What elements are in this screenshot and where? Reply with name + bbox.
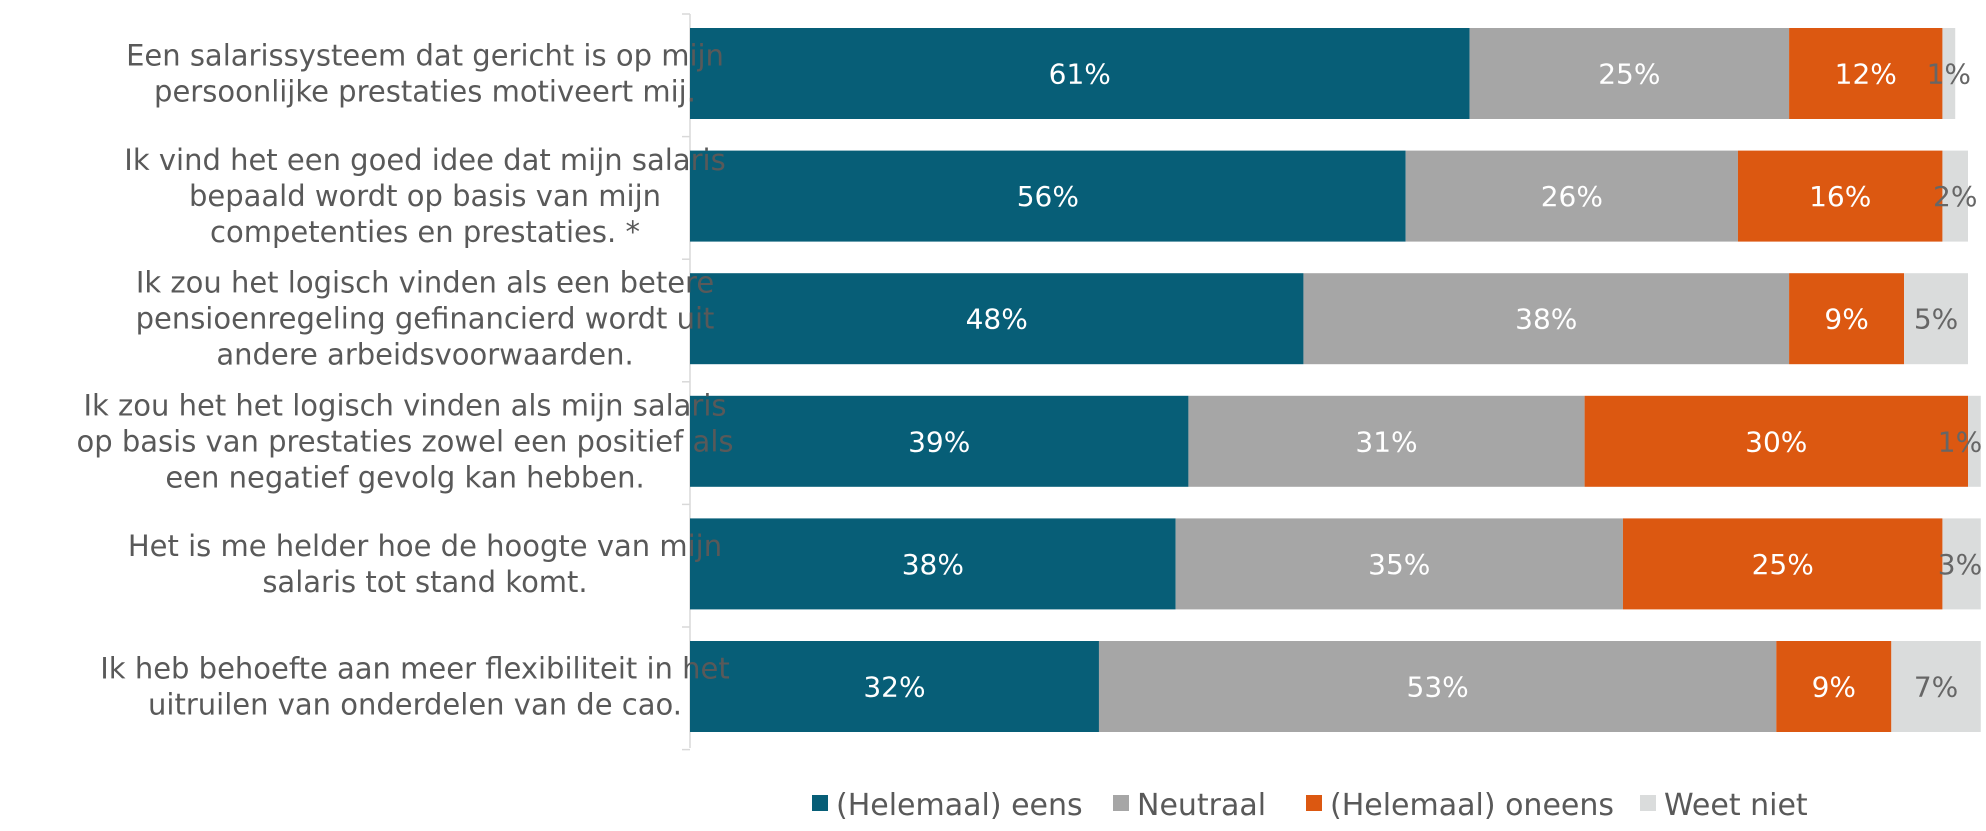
category-label-line: persoonlijke prestaties motiveert mij. bbox=[154, 75, 696, 109]
data-label: 32% bbox=[863, 671, 925, 704]
legend-label: (Helemaal) oneens bbox=[1330, 788, 1614, 823]
data-label: 53% bbox=[1407, 671, 1469, 704]
data-label: 38% bbox=[1515, 303, 1577, 336]
bar-segment bbox=[1789, 28, 1943, 119]
category-label-line: op basis van prestaties zowel een positi… bbox=[77, 424, 734, 458]
data-label: 31% bbox=[1355, 425, 1417, 458]
category-label-line: Ik vind het een goed idee dat mijn salar… bbox=[124, 143, 725, 177]
data-label: 1% bbox=[1938, 425, 1982, 458]
legend-label: Weet niet bbox=[1664, 788, 1808, 823]
category-label: Een salarissysteem dat gericht is op mij… bbox=[126, 39, 724, 109]
category-label-line: Een salarissysteem dat gericht is op mij… bbox=[126, 39, 724, 73]
bar-segment bbox=[690, 28, 1470, 119]
category-label: Ik vind het een goed idee dat mijn salar… bbox=[124, 143, 725, 249]
bar-segment bbox=[1405, 150, 1738, 242]
bar-segment bbox=[1188, 395, 1585, 487]
data-label: 39% bbox=[908, 425, 970, 458]
data-label: 61% bbox=[1049, 58, 1111, 91]
bar-segment bbox=[1098, 641, 1777, 732]
category-labels: Een salarissysteem dat gericht is op mij… bbox=[77, 39, 734, 722]
category-label: Ik zou het het logisch vinden als mijn s… bbox=[77, 388, 734, 494]
category-label: Ik heb behoefte aan meer flexibiliteit i… bbox=[100, 652, 729, 722]
data-label: 7% bbox=[1914, 671, 1958, 704]
bar-segment bbox=[1584, 395, 1968, 487]
bar-segment bbox=[1789, 273, 1905, 365]
data-label: 9% bbox=[1824, 303, 1868, 336]
data-label: 56% bbox=[1017, 180, 1079, 213]
bar-segment bbox=[1942, 518, 1981, 610]
bar-segment bbox=[1175, 518, 1623, 610]
legend-label: (Helemaal) eens bbox=[836, 788, 1083, 823]
data-label: 12% bbox=[1835, 58, 1897, 91]
category-label-line: uitruilen van onderdelen van de cao. bbox=[148, 688, 682, 722]
data-label: 16% bbox=[1809, 180, 1871, 213]
category-label: Het is me helder hoe de hoogte van mijn s… bbox=[128, 529, 722, 599]
data-label: 38% bbox=[902, 548, 964, 581]
bar-segment bbox=[1737, 150, 1943, 242]
data-label: 26% bbox=[1541, 180, 1603, 213]
bar-segment bbox=[1891, 641, 1981, 732]
legend-swatch bbox=[1113, 795, 1129, 811]
legend: (Helemaal) eens Neutraal (Helemaal) oneens… bbox=[812, 788, 1808, 823]
category-label-line: Ik heb behoefte aan meer flexibiliteit i… bbox=[100, 652, 729, 686]
category-label-line: competenties en prestaties. * bbox=[210, 215, 640, 249]
category-axis bbox=[682, 13, 691, 751]
data-label: 25% bbox=[1598, 58, 1660, 91]
data-label: 30% bbox=[1745, 425, 1807, 458]
category-label: Ik zou het logisch vinden als een betere… bbox=[136, 266, 715, 372]
data-label: 9% bbox=[1812, 671, 1856, 704]
data-label: 3% bbox=[1938, 548, 1982, 581]
legend-swatch bbox=[1306, 795, 1322, 811]
bar-segment bbox=[1942, 28, 1956, 119]
category-label-line: een negatief gevolg kan hebben. bbox=[165, 460, 644, 494]
bar-segment bbox=[1968, 395, 1981, 487]
bar-segment bbox=[690, 150, 1406, 242]
category-label-line: andere arbeidsvoorwaarden. bbox=[216, 338, 633, 372]
bar-segment bbox=[690, 518, 1176, 610]
data-label: 1% bbox=[1927, 58, 1971, 91]
bar-segment bbox=[1942, 150, 1968, 242]
bar-segment bbox=[690, 395, 1189, 487]
category-label-line: pensioenregeling gefinancierd wordt uit bbox=[136, 302, 715, 336]
bar-segment bbox=[1469, 28, 1790, 119]
legend-label: Neutraal bbox=[1137, 788, 1266, 823]
category-label-line: Ik zou het het logisch vinden als mijn s… bbox=[83, 388, 726, 422]
category-label-line: Het is me helder hoe de hoogte van mijn bbox=[128, 529, 722, 563]
bar-segment bbox=[690, 273, 1304, 365]
bar-segment bbox=[690, 641, 1099, 732]
bar-segment bbox=[1622, 518, 1943, 610]
data-label: 48% bbox=[966, 303, 1028, 336]
bar-segment bbox=[1904, 273, 1968, 365]
data-label: 2% bbox=[1933, 180, 1977, 213]
legend-swatch bbox=[812, 795, 828, 811]
data-label: 35% bbox=[1368, 548, 1430, 581]
bar-segment bbox=[1776, 641, 1892, 732]
bars: 61% 25% 12% 1% 56% 26% 16% 2% 48% 38% 9% 5% 39% 31% 30… bbox=[690, 28, 1982, 732]
legend-swatch bbox=[1640, 795, 1656, 811]
data-label: 5% bbox=[1914, 303, 1958, 336]
data-label: 25% bbox=[1752, 548, 1814, 581]
category-label-line: salaris tot stand komt. bbox=[262, 565, 587, 599]
bar-segment bbox=[1303, 273, 1790, 365]
category-label-line: Ik zou het logisch vinden als een betere bbox=[136, 266, 714, 300]
category-label-line: bepaald wordt op basis van mijn bbox=[189, 179, 661, 213]
